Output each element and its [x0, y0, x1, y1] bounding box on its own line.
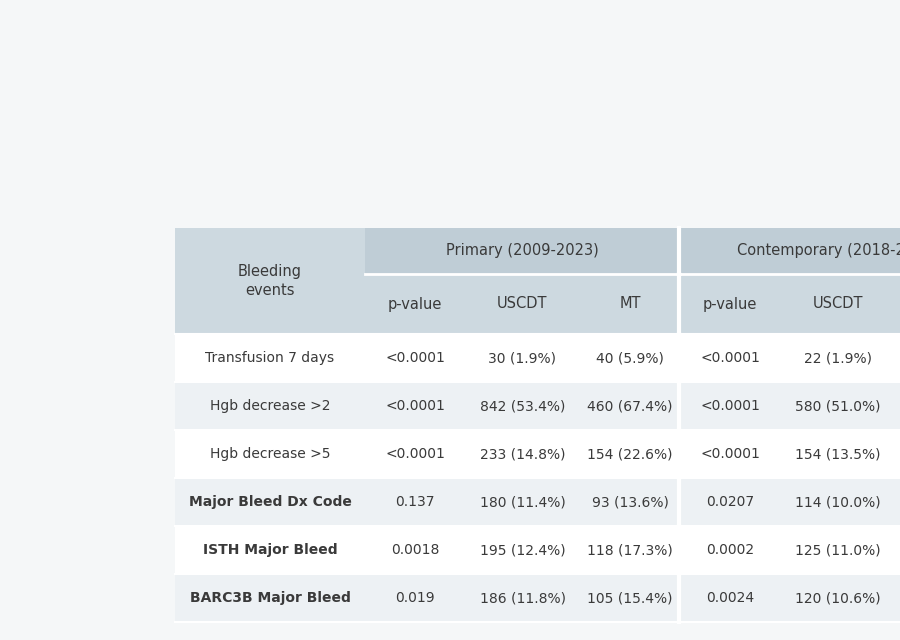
Bar: [175, 526, 365, 574]
Text: <0.0001: <0.0001: [385, 351, 445, 365]
Bar: [895, 274, 900, 334]
Bar: [580, 334, 680, 382]
Bar: [465, 274, 580, 334]
Text: <0.0001: <0.0001: [700, 447, 760, 461]
Bar: [465, 574, 580, 622]
Text: 0.019: 0.019: [395, 591, 435, 605]
Text: p-value: p-value: [388, 296, 442, 312]
Bar: [895, 478, 900, 526]
Text: 114 (10.0%): 114 (10.0%): [795, 495, 880, 509]
Text: MT: MT: [619, 296, 641, 312]
Text: <0.0001: <0.0001: [385, 447, 445, 461]
Text: <0.0001: <0.0001: [700, 399, 760, 413]
Text: Transfusion 7 days: Transfusion 7 days: [205, 351, 335, 365]
Bar: [365, 382, 465, 430]
Bar: [465, 526, 580, 574]
Bar: [780, 382, 895, 430]
Bar: [780, 574, 895, 622]
Bar: [175, 382, 365, 430]
Text: 233 (14.8%): 233 (14.8%): [480, 447, 565, 461]
Bar: [465, 430, 580, 478]
Text: USCDT: USCDT: [812, 296, 863, 312]
Text: 460 (67.4%): 460 (67.4%): [587, 399, 673, 413]
Text: ISTH Major Bleed: ISTH Major Bleed: [202, 543, 338, 557]
Bar: [680, 334, 780, 382]
Bar: [895, 526, 900, 574]
Bar: [680, 430, 780, 478]
Text: 0.0207: 0.0207: [706, 495, 754, 509]
Bar: [580, 526, 680, 574]
Text: 0.0018: 0.0018: [391, 543, 439, 557]
Text: Hgb decrease >5: Hgb decrease >5: [210, 447, 330, 461]
Bar: [175, 430, 365, 478]
Bar: [780, 274, 895, 334]
Bar: [680, 382, 780, 430]
Bar: [465, 334, 580, 382]
Bar: [175, 228, 365, 334]
Text: 154 (22.6%): 154 (22.6%): [587, 447, 673, 461]
Bar: [580, 478, 680, 526]
Bar: [895, 382, 900, 430]
Bar: [365, 478, 465, 526]
Bar: [680, 478, 780, 526]
Text: 0.137: 0.137: [395, 495, 435, 509]
Bar: [680, 274, 780, 334]
Text: 180 (11.4%): 180 (11.4%): [480, 495, 565, 509]
Bar: [580, 382, 680, 430]
Bar: [175, 228, 365, 274]
Text: Major Bleed Dx Code: Major Bleed Dx Code: [189, 495, 351, 509]
Bar: [365, 430, 465, 478]
Text: 120 (10.6%): 120 (10.6%): [795, 591, 880, 605]
Text: BARC3B Major Bleed: BARC3B Major Bleed: [190, 591, 350, 605]
Bar: [780, 478, 895, 526]
Text: 40 (5.9%): 40 (5.9%): [596, 351, 664, 365]
Bar: [780, 430, 895, 478]
Text: Primary (2009-2023): Primary (2009-2023): [446, 243, 598, 259]
Bar: [365, 526, 465, 574]
Text: 30 (1.9%): 30 (1.9%): [489, 351, 556, 365]
Text: 125 (11.0%): 125 (11.0%): [795, 543, 880, 557]
Text: 0.0002: 0.0002: [706, 543, 754, 557]
Text: 0.0024: 0.0024: [706, 591, 754, 605]
Text: <0.0001: <0.0001: [700, 351, 760, 365]
Bar: [365, 228, 680, 274]
Bar: [465, 478, 580, 526]
Bar: [365, 574, 465, 622]
Text: 105 (15.4%): 105 (15.4%): [587, 591, 673, 605]
Bar: [895, 334, 900, 382]
Bar: [680, 228, 900, 274]
Bar: [365, 274, 465, 334]
Text: 842 (53.4%): 842 (53.4%): [480, 399, 565, 413]
Text: 580 (51.0%): 580 (51.0%): [795, 399, 880, 413]
Text: Hgb decrease >2: Hgb decrease >2: [210, 399, 330, 413]
Bar: [680, 574, 780, 622]
Bar: [580, 430, 680, 478]
Bar: [580, 574, 680, 622]
Text: <0.0001: <0.0001: [385, 399, 445, 413]
Text: p-value: p-value: [703, 296, 757, 312]
Text: 118 (17.3%): 118 (17.3%): [587, 543, 673, 557]
Text: 93 (13.6%): 93 (13.6%): [591, 495, 669, 509]
Bar: [895, 430, 900, 478]
Bar: [780, 526, 895, 574]
Text: Contemporary (2018-2023): Contemporary (2018-2023): [737, 243, 900, 259]
Bar: [175, 478, 365, 526]
Bar: [175, 574, 365, 622]
Text: Bleeding
events: Bleeding events: [238, 264, 302, 298]
Bar: [895, 574, 900, 622]
Bar: [175, 334, 365, 382]
Bar: [680, 526, 780, 574]
Bar: [580, 274, 680, 334]
Text: USCDT: USCDT: [497, 296, 548, 312]
Text: 195 (12.4%): 195 (12.4%): [480, 543, 565, 557]
Text: 154 (13.5%): 154 (13.5%): [795, 447, 880, 461]
Bar: [780, 334, 895, 382]
Bar: [465, 382, 580, 430]
Bar: [365, 334, 465, 382]
Text: 186 (11.8%): 186 (11.8%): [480, 591, 565, 605]
Text: 22 (1.9%): 22 (1.9%): [804, 351, 871, 365]
